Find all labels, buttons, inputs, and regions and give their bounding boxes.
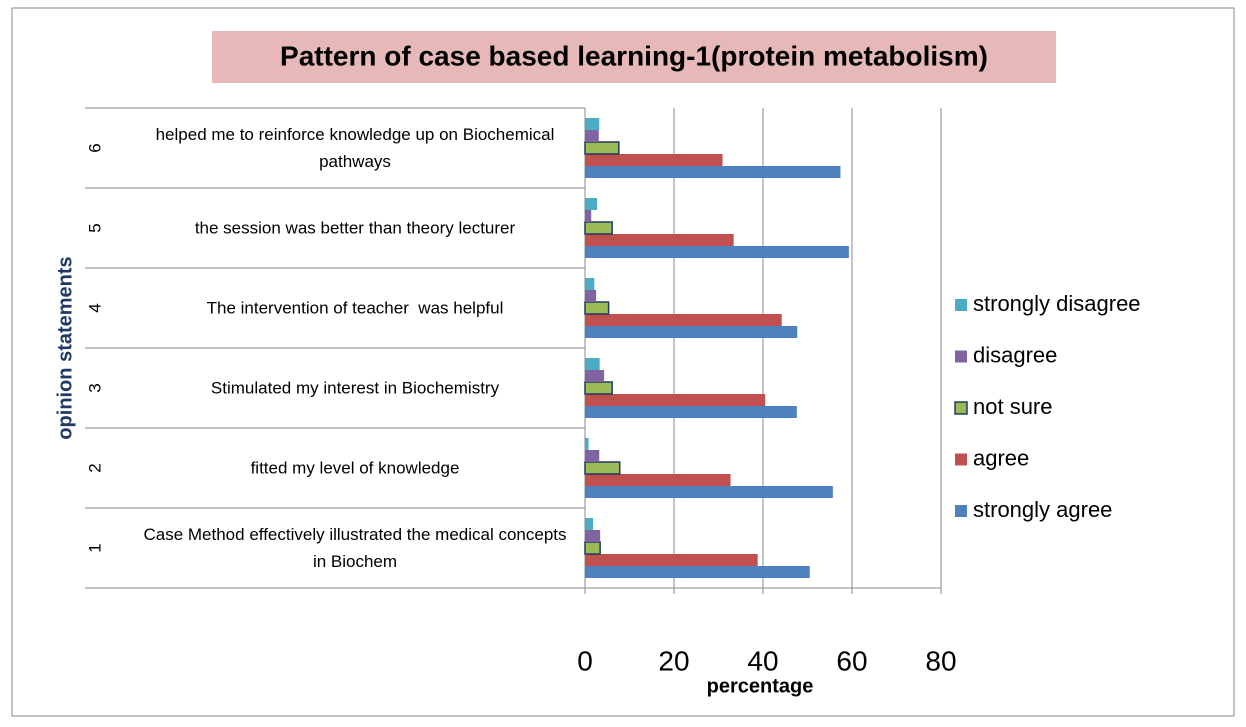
category-number: 1 (85, 543, 104, 552)
category-label: the session was better than theory lectu… (194, 218, 516, 238)
bar (585, 166, 841, 178)
bar (585, 278, 595, 290)
category-label: helped me to reinforce knowledge up on B… (155, 125, 560, 171)
category-label: The intervention of teacher was helpful (206, 298, 504, 318)
legend-swatch (955, 453, 967, 466)
x-axis-title: percentage (707, 675, 814, 697)
legend-swatch (955, 505, 967, 517)
x-tick-label: 60 (836, 645, 867, 676)
bar (585, 358, 600, 370)
bar (584, 381, 613, 395)
bar (585, 210, 592, 222)
title-box (212, 31, 1056, 83)
legend-label: not sure (973, 394, 1053, 419)
category-label: Stimulated my interest in Biochemistry (210, 378, 500, 398)
legend-label: disagree (973, 342, 1057, 367)
bar (585, 130, 599, 142)
bar (585, 154, 723, 166)
bar (585, 118, 600, 130)
category-number: 5 (85, 223, 104, 232)
legend-label: strongly agree (973, 497, 1112, 522)
legend-swatch (954, 401, 968, 415)
y-axis-title: opinion statements (54, 256, 76, 439)
bar (584, 221, 613, 235)
chart-border (11, 7, 1235, 717)
bar (585, 394, 766, 406)
bar (585, 438, 589, 450)
legend-swatch (955, 299, 967, 311)
x-tick-label: 20 (658, 645, 689, 676)
legend-label: agree (973, 445, 1029, 470)
bar (585, 450, 600, 462)
legend-label: strongly disagree (973, 291, 1141, 316)
bar (585, 474, 731, 486)
x-tick-label: 80 (925, 645, 956, 676)
bar (585, 290, 597, 302)
x-tick-label: 0 (577, 645, 593, 676)
bar (585, 530, 601, 542)
category-number: 6 (85, 143, 104, 152)
category-number: 3 (85, 383, 104, 392)
bar (585, 486, 833, 498)
category-label: fitted my level of knowledge (250, 458, 460, 478)
x-tick-label: 40 (747, 645, 778, 676)
bar (585, 326, 798, 338)
bar (585, 554, 758, 566)
chart-title: Pattern of case based learning-1(protein… (280, 40, 988, 71)
bar (585, 518, 594, 530)
bar (585, 246, 849, 258)
bar (585, 234, 734, 246)
bar (585, 406, 797, 418)
bar (585, 566, 810, 578)
bar (585, 198, 598, 210)
category-label: Case Method effectively illustrated the … (143, 525, 572, 571)
bar (584, 301, 610, 315)
bar (584, 461, 621, 475)
legend-swatch (955, 350, 967, 363)
category-number: 2 (85, 463, 104, 472)
bar (584, 141, 620, 155)
category-number: 4 (85, 303, 104, 312)
bar (585, 314, 782, 326)
bar (585, 370, 605, 382)
bar (584, 541, 601, 555)
